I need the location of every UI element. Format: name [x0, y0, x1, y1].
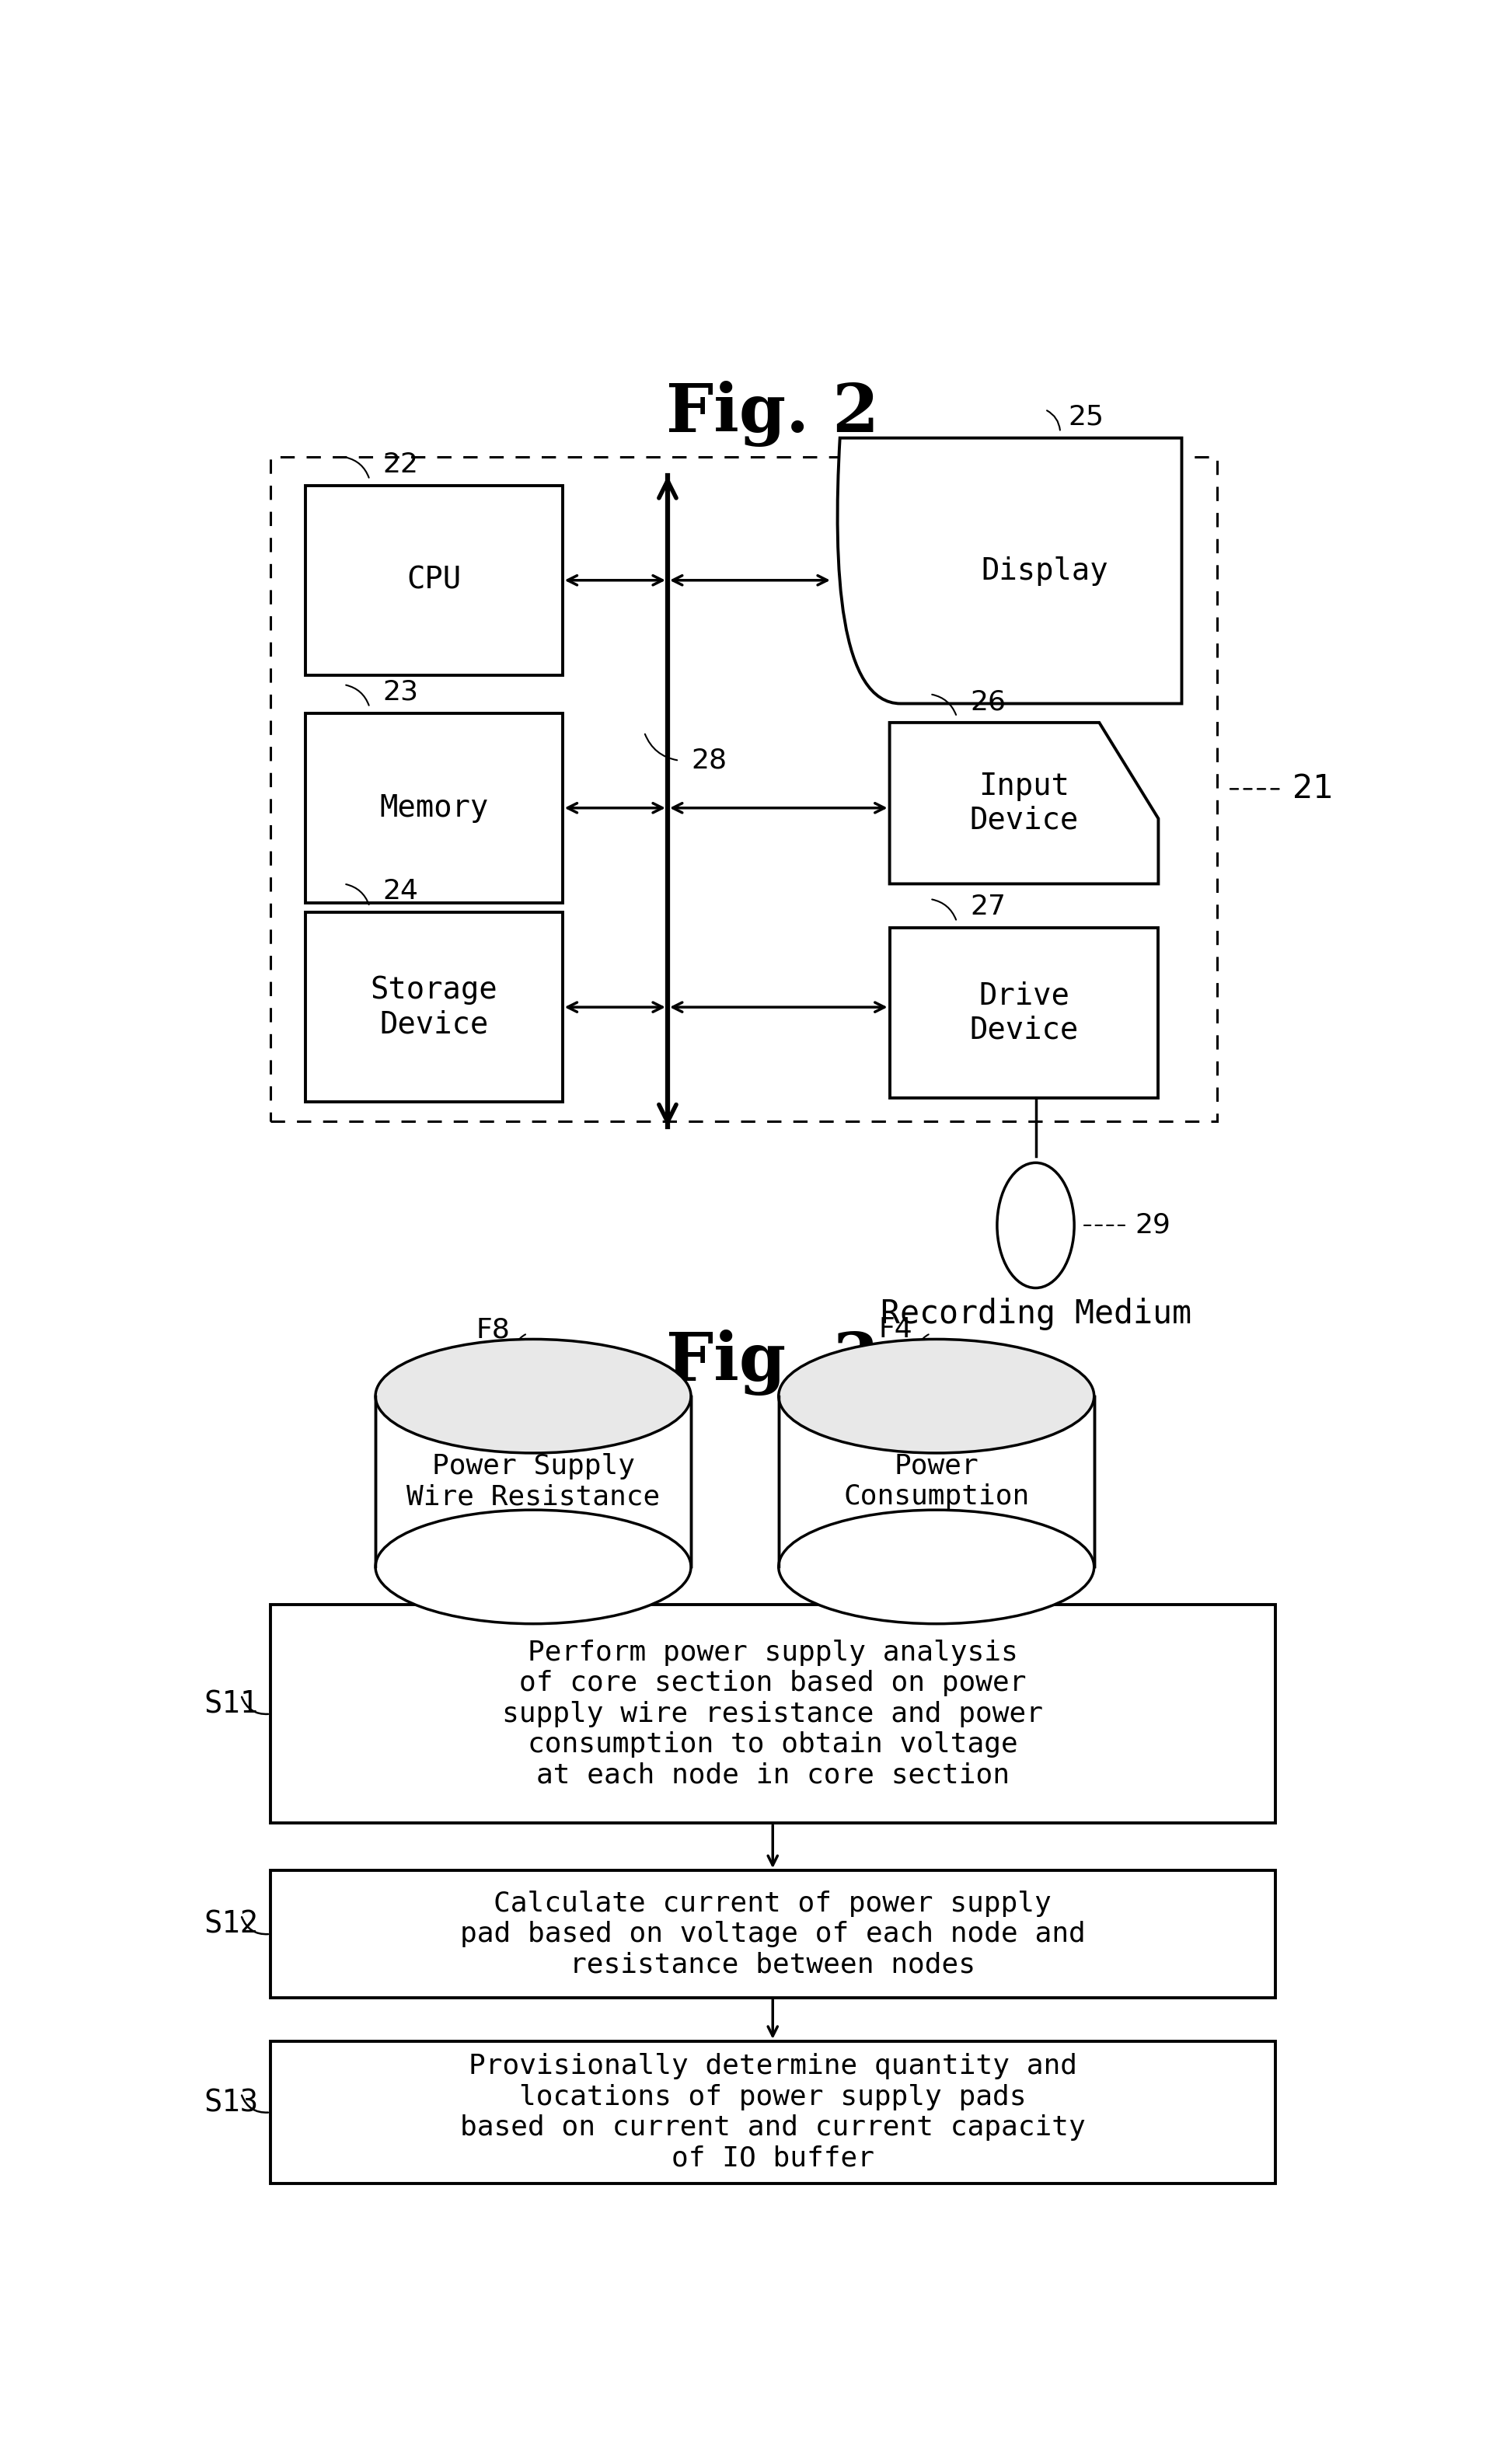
Polygon shape: [889, 722, 1157, 885]
Text: Drive
Device: Drive Device: [969, 981, 1078, 1045]
Ellipse shape: [375, 1510, 690, 1624]
Text: Calculate current of power supply
pad based on voltage of each node and
resistan: Calculate current of power supply pad ba…: [460, 1890, 1085, 1979]
Bar: [270, 1870, 1275, 1998]
Text: Recording Medium: Recording Medium: [880, 1299, 1191, 1331]
Text: Display: Display: [981, 557, 1108, 586]
Bar: [889, 926, 1157, 1099]
Text: Fig. 2: Fig. 2: [666, 382, 879, 446]
Text: Provisionally determine quantity and
locations of power supply pads
based on cur: Provisionally determine quantity and loc…: [460, 2053, 1085, 2171]
Circle shape: [996, 1163, 1073, 1289]
Text: Perform power supply analysis
of core section based on power
supply wire resista: Perform power supply analysis of core se…: [502, 1639, 1043, 1789]
Text: CPU: CPU: [407, 567, 461, 594]
Bar: [304, 485, 562, 675]
Bar: [304, 912, 562, 1101]
Ellipse shape: [375, 1340, 690, 1454]
Text: Power
Consumption: Power Consumption: [842, 1454, 1029, 1510]
Text: 28: 28: [690, 747, 726, 774]
Ellipse shape: [778, 1340, 1094, 1454]
Bar: [270, 2040, 1275, 2183]
Bar: [270, 1604, 1275, 1823]
Text: S13: S13: [203, 2087, 259, 2117]
Text: Storage
Device: Storage Device: [371, 976, 497, 1040]
PathPatch shape: [836, 439, 1181, 705]
Text: Power Supply
Wire Resistance: Power Supply Wire Resistance: [407, 1454, 660, 1510]
Text: S12: S12: [203, 1910, 259, 1939]
Text: 24: 24: [383, 877, 417, 904]
Text: 21: 21: [1291, 774, 1334, 806]
Text: 25: 25: [1067, 404, 1103, 431]
Bar: [378, 1397, 689, 1567]
Text: Memory: Memory: [380, 793, 488, 823]
Text: F4: F4: [879, 1316, 912, 1343]
Text: 23: 23: [383, 680, 417, 705]
Text: 26: 26: [969, 687, 1005, 715]
Text: Input
Device: Input Device: [969, 771, 1078, 835]
Bar: [304, 712, 562, 902]
Text: 22: 22: [383, 451, 417, 478]
Text: S11: S11: [203, 1690, 259, 1720]
Ellipse shape: [778, 1510, 1094, 1624]
Bar: [781, 1397, 1091, 1567]
Text: Fig. 3: Fig. 3: [666, 1331, 879, 1395]
Text: 29: 29: [1135, 1212, 1169, 1239]
Text: 27: 27: [969, 894, 1005, 919]
Text: F8: F8: [476, 1316, 509, 1343]
